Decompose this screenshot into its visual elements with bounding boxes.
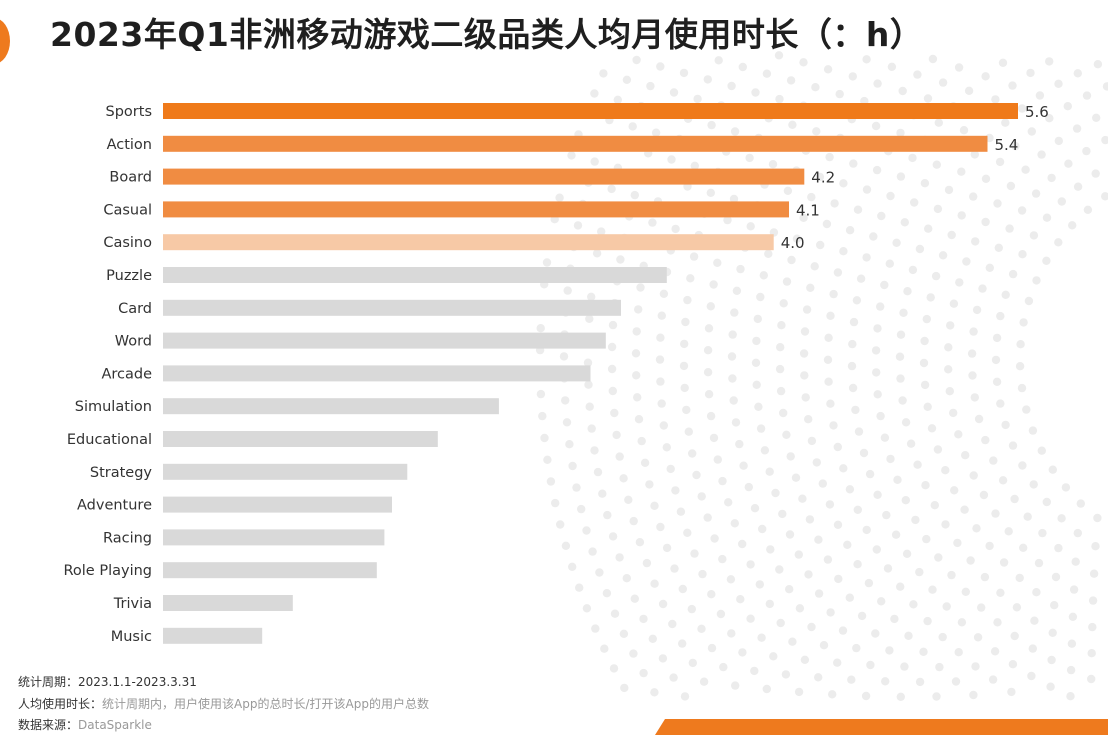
category-label-role-playing: Role Playing (63, 563, 152, 579)
value-label-sports: 5.6 (1025, 103, 1049, 121)
bar-racing (163, 529, 385, 546)
footer-source-label: 数据来源： (18, 718, 79, 732)
bar-casual (163, 201, 789, 218)
bar-simulation (163, 398, 499, 415)
bar-educational (163, 431, 438, 447)
footer-period: 统计周期：2023.1.1-2023.3.31 (18, 673, 197, 690)
category-label-casual: Casual (103, 202, 152, 218)
category-label-educational: Educational (67, 432, 152, 448)
footer-definition: 人均使用时长：统计周期内，用户使用该App的总时长/打开该App的用户总数 (18, 695, 429, 712)
category-label-adventure: Adventure (77, 498, 152, 514)
category-label-action: Action (107, 137, 152, 153)
page-title: 2023年Q1非洲移动游戏二级品类人均月使用时长（：h） (50, 15, 924, 54)
category-label-arcade: Arcade (101, 366, 152, 382)
bar-role-playing (163, 562, 377, 579)
value-label-casino: 4.0 (781, 234, 805, 252)
bar-casino (163, 234, 774, 251)
corner-badge (0, 18, 10, 64)
footer-period-label: 统计周期： (18, 675, 79, 689)
category-label-simulation: Simulation (75, 399, 152, 415)
category-label-casino: Casino (103, 235, 152, 251)
bottom-accent-bar (655, 719, 1108, 735)
value-label-action: 5.4 (995, 136, 1019, 154)
bar-sports (163, 103, 1018, 119)
category-label-word: Word (115, 334, 152, 350)
category-label-trivia: Trivia (113, 596, 152, 612)
value-label-board: 4.2 (811, 169, 835, 187)
category-label-racing: Racing (103, 530, 152, 546)
bar-puzzle (163, 267, 667, 283)
category-label-strategy: Strategy (90, 465, 153, 481)
footer-definition-label: 人均使用时长： (18, 697, 103, 711)
category-label-music: Music (111, 629, 152, 645)
footer-period-value: 2023.1.1-2023.3.31 (78, 675, 197, 689)
footer-definition-value: 统计周期内，用户使用该App的总时长/打开该App的用户总数 (102, 697, 429, 711)
bar-action (163, 135, 988, 152)
bar-arcade (163, 365, 591, 382)
category-label-card: Card (118, 301, 152, 317)
bar-word (163, 332, 606, 349)
bar-adventure (163, 496, 392, 513)
footer-source: 数据来源：DataSparkle (18, 716, 152, 733)
bar-trivia (163, 595, 293, 611)
category-label-sports: Sports (106, 104, 152, 120)
category-label-board: Board (109, 170, 152, 186)
footer-source-value: DataSparkle (78, 718, 152, 732)
bar-card (163, 299, 621, 316)
category-label-puzzle: Puzzle (106, 268, 152, 284)
value-label-casual: 4.1 (796, 201, 820, 219)
bar-board (163, 168, 805, 185)
bar-music (163, 627, 263, 644)
bar-strategy (163, 463, 408, 480)
